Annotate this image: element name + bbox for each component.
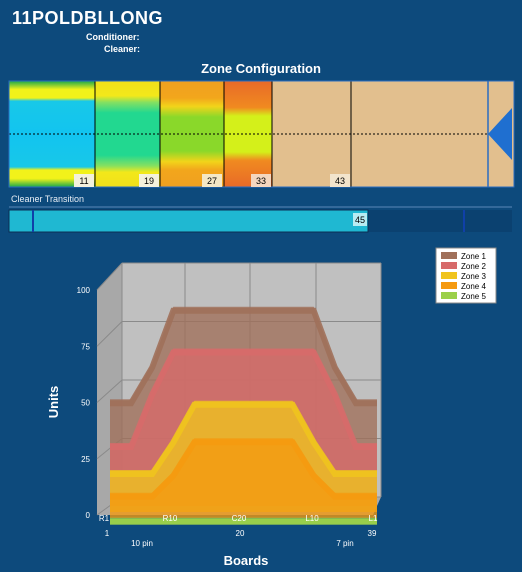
legend-label: Zone 1 <box>461 252 486 261</box>
zone-marker: 27 <box>202 174 222 187</box>
svg-text:27: 27 <box>207 176 217 186</box>
y-tick-label: 50 <box>81 399 90 408</box>
legend-swatch <box>441 292 457 299</box>
y-tick-label: 75 <box>81 342 90 351</box>
conditioner-label: Conditioner: <box>86 32 140 42</box>
svg-text:11: 11 <box>79 176 88 186</box>
y-tick-label: 100 <box>77 286 91 295</box>
x-tick-label: R1 <box>99 514 110 523</box>
zone-marker: 19 <box>139 174 159 187</box>
svg-text:19: 19 <box>144 176 154 186</box>
chart-series-areas <box>110 306 377 525</box>
zone-marker: 33 <box>251 174 271 187</box>
series-area <box>110 438 377 518</box>
svg-text:33: 33 <box>256 176 266 186</box>
y-tick-label: 25 <box>81 455 90 464</box>
x-tick-label: C20 <box>232 514 247 523</box>
legend-label: Zone 3 <box>461 272 486 281</box>
x-tick-label: L1 <box>369 514 378 523</box>
cleaner-transition-value: 45 <box>355 215 365 225</box>
legend-swatch <box>441 282 457 289</box>
x-axis-title: Boards <box>224 553 269 568</box>
pin-label: 7 pin <box>336 539 353 548</box>
legend-label: Zone 2 <box>461 262 486 271</box>
x-tick-label: R10 <box>163 514 178 523</box>
cleaner-transition-bar: 45 <box>8 206 512 233</box>
y-tick-label: 0 <box>86 511 91 520</box>
svg-text:43: 43 <box>335 176 345 186</box>
series-ridge <box>110 349 377 450</box>
cleaner-transition-marker <box>353 213 367 226</box>
board-number-label: 1 <box>105 529 110 538</box>
x-tick-label: L10 <box>305 514 319 523</box>
legend-label: Zone 4 <box>461 282 486 291</box>
board-number-label: 39 <box>368 529 377 538</box>
zone-marker: 43 <box>330 174 350 187</box>
board-number-label: 20 <box>236 529 245 538</box>
y-axis-title: Units <box>46 386 61 419</box>
legend-swatch <box>441 262 457 269</box>
chart-axis-labels: 0 25 50 75 100 R1 R10 C20 L10 L1 1 20 39 10 pin 7 pin <box>77 286 378 548</box>
zone-configuration-strip: 11 19 27 33 43 <box>8 80 515 188</box>
zone-marker: 11 <box>74 174 94 187</box>
cleaner-label: Cleaner: <box>104 44 141 54</box>
legend-swatch <box>441 272 457 279</box>
zone-configuration-title: Zone Configuration <box>201 61 321 76</box>
pin-label: 10 pin <box>131 539 153 548</box>
series-ridge <box>110 307 377 407</box>
legend-swatch <box>441 252 457 259</box>
pattern-name: 11POLDBLLONG <box>12 8 164 28</box>
cleaner-transition-label: Cleaner Transition <box>11 194 85 204</box>
legend-label: Zone 5 <box>461 292 486 301</box>
series-ridge <box>110 439 377 500</box>
series-ridge <box>110 401 377 477</box>
